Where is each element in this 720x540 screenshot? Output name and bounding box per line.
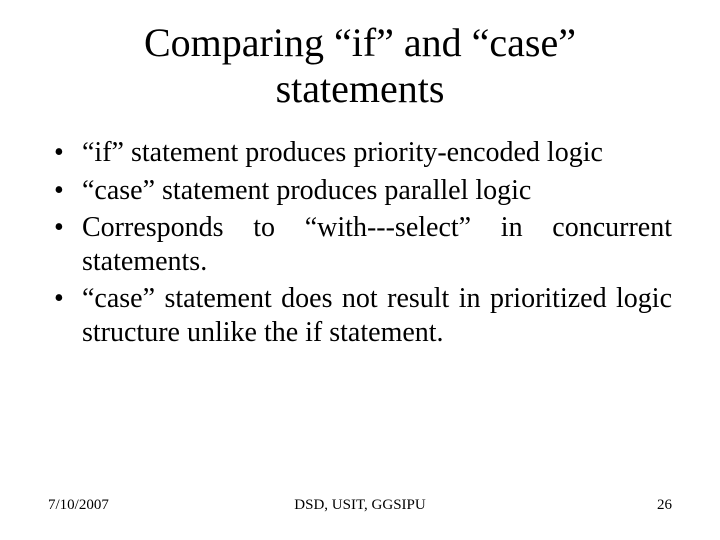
footer-center: DSD, USIT, GGSIPU: [48, 497, 672, 514]
slide: Comparing “if” and “case” statements “if…: [0, 0, 720, 540]
slide-footer: 7/10/2007 DSD, USIT, GGSIPU 26: [48, 497, 672, 514]
bullet-item: “case” statement does not result in prio…: [48, 282, 672, 349]
bullet-text: Corresponds to “with---select” in concur…: [82, 212, 672, 277]
bullet-text: “case” statement does not result in prio…: [82, 283, 672, 348]
title-line-2: statements: [276, 66, 445, 111]
slide-title: Comparing “if” and “case” statements: [48, 20, 672, 112]
bullet-list: “if” statement produces priority-encoded…: [48, 136, 672, 350]
bullet-item: “case” statement produces parallel logic: [48, 174, 672, 208]
bullet-item: “if” statement produces priority-encoded…: [48, 136, 672, 170]
footer-date: 7/10/2007: [48, 497, 109, 514]
slide-body: “if” statement produces priority-encoded…: [48, 136, 672, 350]
title-line-1: Comparing “if” and “case”: [144, 20, 576, 65]
footer-page-number: 26: [657, 497, 672, 514]
bullet-text: “if” statement produces priority-encoded…: [82, 137, 603, 168]
bullet-item: Corresponds to “with---select” in concur…: [48, 211, 672, 278]
bullet-text: “case” statement produces parallel logic: [82, 175, 531, 206]
